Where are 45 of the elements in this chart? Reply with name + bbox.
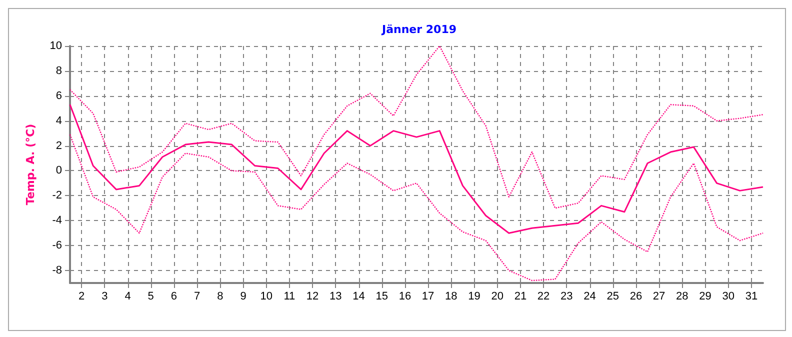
x-tick-label: 15 [376,290,388,302]
x-tick-label: 30 [722,290,734,302]
x-tick-label: 3 [102,290,108,302]
y-tick-label: 8 [56,64,62,77]
y-tick-label: -6 [52,240,62,252]
x-tick-label: 8 [217,290,224,302]
x-tick-label: 26 [630,290,642,302]
x-tick-label: 24 [584,290,596,302]
x-tick-label: 6 [170,290,178,302]
x-tick-label: 12 [306,290,319,302]
y-tick-label: 4 [56,114,62,127]
x-tick-label: 28 [676,290,688,302]
line-series [69,45,764,209]
y-axis-title: Temp. A. (°C) [24,124,37,206]
y-tick-label: 10 [50,40,62,52]
line-series [69,134,764,282]
x-tick-label: 11 [284,290,296,302]
line-series [69,104,764,234]
y-tick-label: 2 [56,140,62,152]
x-tick-label: 4 [124,290,131,302]
x-tick-label: 19 [468,290,480,302]
y-tick-label: -4 [52,214,62,227]
x-tick-label: 21 [514,290,527,302]
x-tick-label: 22 [537,290,550,302]
x-tick-label: 5 [148,290,154,302]
x-tick-label: 13 [330,290,342,302]
x-tick-label: 31 [745,290,758,302]
x-tick-label: 27 [652,290,666,302]
x-tick-label: 10 [260,290,272,302]
x-tick-label: 23 [560,290,573,302]
x-tick-label: 25 [606,290,619,302]
y-tick-label: -8 [52,264,62,277]
chart-title: Jänner 2019 [381,23,457,36]
y-tick-label: -2 [52,190,62,202]
y-tick-label: 6 [56,90,62,102]
x-tick-label: 14 [352,290,365,302]
x-tick-label: 17 [422,290,434,302]
x-tick-label: 29 [699,290,712,302]
y-tick-label: 0 [56,164,62,177]
x-tick-label: 7 [194,290,200,302]
x-tick-label: 18 [445,290,458,302]
x-tick-label: 2 [78,290,85,302]
x-tick-label: 9 [240,290,246,302]
x-tick-label: 20 [491,290,504,302]
x-tick-label: 16 [398,290,412,302]
